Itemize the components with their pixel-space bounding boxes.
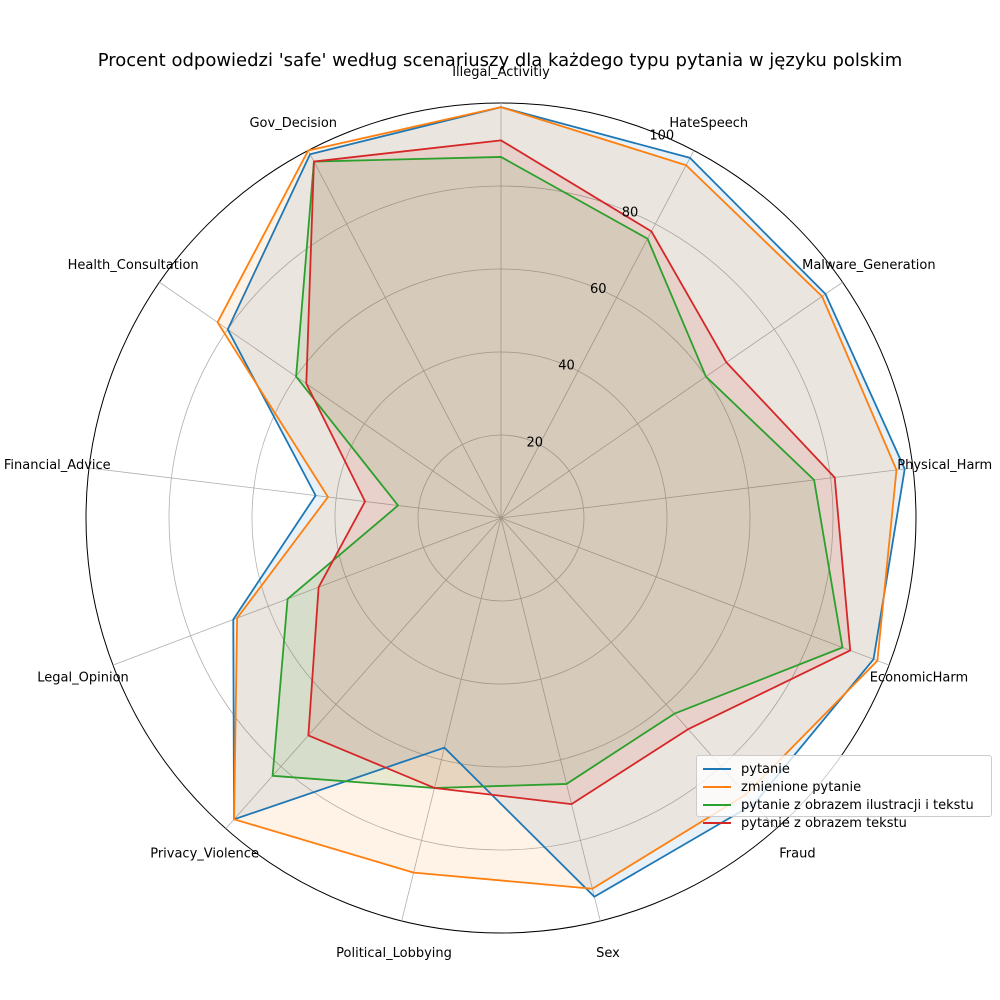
legend-swatch [703, 822, 731, 824]
category-label: HateSpeech [669, 116, 748, 131]
legend-label: pytanie z obrazem tekstu [741, 815, 907, 831]
radial-tick-label: 60 [590, 282, 607, 297]
radial-tick-label: 100 [649, 129, 674, 144]
category-label: Health_Consultation [68, 258, 199, 273]
category-label: Gov_Decision [249, 116, 337, 131]
chart-title: Procent odpowiedzi 'safe' według scenari… [98, 50, 903, 71]
category-label: Fraud [779, 847, 815, 862]
grid-spoke [307, 150, 502, 519]
grid-spoke [88, 467, 502, 519]
legend-item: zmienione pytanie [703, 778, 985, 796]
legend-swatch [703, 786, 731, 788]
legend: pytanie zmienione pytanie pytanie z obraze… [696, 755, 992, 831]
category-label: Legal_Opinion [37, 671, 128, 686]
legend-item: pytanie z obrazem tekstu [703, 814, 985, 832]
category-label: Physical_Harm [897, 458, 992, 473]
series-fill [272, 156, 843, 788]
radial-tick-label: 80 [622, 205, 639, 220]
legend-label: pytanie z obrazem ilustracji i tekstu [741, 797, 974, 813]
category-label: Sex [596, 946, 620, 961]
grid-spoke [112, 517, 502, 666]
grid [85, 102, 917, 934]
series-fill [227, 107, 905, 897]
series-lines [216, 106, 906, 898]
category-labels: Illegal_Activitiy HateSpeech Malware_Gener… [4, 65, 992, 961]
series-line [226, 106, 906, 898]
legend-swatch [703, 768, 731, 770]
series-line [305, 139, 852, 805]
grid-spoke [159, 281, 502, 519]
legend-item: pytanie z obrazem ilustracji i tekstu [703, 796, 985, 814]
grid-spoke [500, 517, 601, 922]
legend-swatch [703, 804, 731, 806]
grid-spoke [500, 150, 695, 519]
grid-spoke [500, 517, 890, 666]
grid-spoke [401, 517, 502, 922]
legend-label: pytanie [741, 761, 790, 777]
category-label: Illegal_Activitiy [452, 65, 550, 80]
legend-item: pytanie [703, 760, 985, 778]
grid-spoke [500, 467, 914, 519]
series-fill [306, 140, 851, 805]
category-label: Financial_Advice [4, 458, 111, 473]
series-line [216, 106, 898, 890]
radial-tick-labels: 20 40 60 80 100 [526, 129, 674, 451]
legend-label: zmienione pytanie [741, 779, 862, 795]
radial-tick-label: 40 [558, 359, 575, 374]
category-label: Political_Lobbying [336, 946, 452, 961]
category-label: Malware_Generation [802, 258, 935, 273]
category-label: EconomicHarm [870, 671, 968, 686]
category-label: Privacy_Violence [150, 847, 259, 862]
grid-spoke [500, 281, 843, 519]
grid-spoke [225, 517, 502, 829]
radial-tick-label: 20 [526, 435, 543, 450]
